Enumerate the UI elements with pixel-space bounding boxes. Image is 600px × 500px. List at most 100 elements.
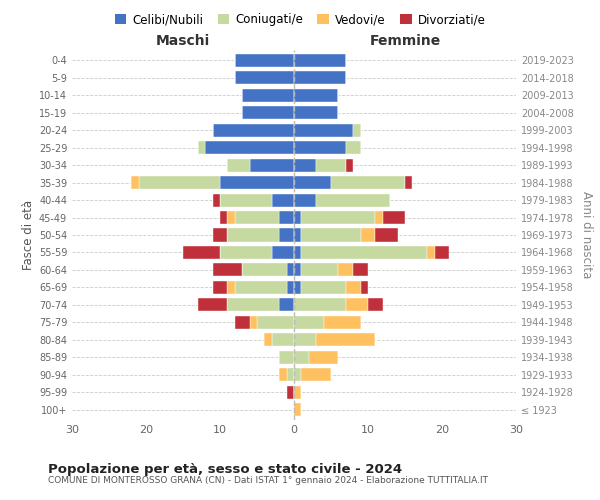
Bar: [405, 176, 412, 189]
Bar: [294, 333, 316, 346]
Legend: Celibi/Nubili, Coniugati/e, Vedovi/e, Divorziati/e: Celibi/Nubili, Coniugati/e, Vedovi/e, Di…: [110, 8, 490, 31]
Y-axis label: Anni di nascita: Anni di nascita: [580, 192, 593, 278]
Bar: [376, 228, 398, 241]
Bar: [294, 368, 301, 381]
Bar: [294, 403, 301, 416]
Bar: [235, 316, 250, 329]
Text: Maschi: Maschi: [156, 34, 210, 48]
Bar: [316, 158, 346, 172]
Bar: [220, 194, 272, 206]
Bar: [220, 211, 227, 224]
Bar: [242, 264, 287, 276]
Bar: [279, 350, 294, 364]
Bar: [361, 228, 376, 241]
Bar: [279, 211, 294, 224]
Bar: [301, 264, 338, 276]
Bar: [383, 211, 405, 224]
Bar: [198, 141, 205, 154]
Text: Popolazione per età, sesso e stato civile - 2024: Popolazione per età, sesso e stato civil…: [48, 462, 402, 475]
Bar: [294, 54, 346, 67]
Bar: [212, 124, 294, 137]
Bar: [294, 89, 338, 102]
Bar: [294, 141, 346, 154]
Bar: [227, 281, 235, 294]
Bar: [272, 333, 294, 346]
Bar: [227, 298, 279, 312]
Bar: [301, 368, 331, 381]
Bar: [301, 246, 427, 259]
Bar: [242, 89, 294, 102]
Bar: [301, 281, 346, 294]
Bar: [434, 246, 449, 259]
Bar: [427, 246, 434, 259]
Bar: [250, 316, 257, 329]
Bar: [338, 264, 353, 276]
Text: COMUNE DI MONTEROSSO GRANA (CN) - Dati ISTAT 1° gennaio 2024 - Elaborazione TUTT: COMUNE DI MONTEROSSO GRANA (CN) - Dati I…: [48, 476, 488, 485]
Bar: [183, 246, 220, 259]
Bar: [309, 350, 338, 364]
Bar: [205, 141, 294, 154]
Bar: [346, 281, 361, 294]
Bar: [346, 158, 353, 172]
Bar: [294, 194, 316, 206]
Bar: [220, 176, 294, 189]
Bar: [287, 264, 294, 276]
Bar: [235, 211, 279, 224]
Bar: [279, 298, 294, 312]
Bar: [301, 211, 376, 224]
Bar: [301, 228, 361, 241]
Bar: [257, 316, 294, 329]
Bar: [279, 228, 294, 241]
Bar: [227, 228, 279, 241]
Bar: [235, 54, 294, 67]
Bar: [316, 333, 376, 346]
Bar: [294, 246, 301, 259]
Bar: [272, 194, 294, 206]
Bar: [361, 281, 368, 294]
Bar: [331, 176, 405, 189]
Bar: [242, 106, 294, 120]
Bar: [131, 176, 139, 189]
Bar: [139, 176, 220, 189]
Bar: [250, 158, 294, 172]
Bar: [227, 211, 235, 224]
Bar: [294, 316, 323, 329]
Bar: [294, 298, 346, 312]
Bar: [235, 281, 287, 294]
Y-axis label: Fasce di età: Fasce di età: [22, 200, 35, 270]
Bar: [376, 211, 383, 224]
Bar: [294, 176, 331, 189]
Bar: [212, 228, 227, 241]
Bar: [287, 281, 294, 294]
Bar: [198, 298, 227, 312]
Bar: [368, 298, 383, 312]
Bar: [272, 246, 294, 259]
Bar: [212, 281, 227, 294]
Bar: [294, 350, 309, 364]
Bar: [287, 386, 294, 398]
Bar: [294, 228, 301, 241]
Bar: [220, 246, 272, 259]
Bar: [294, 106, 338, 120]
Bar: [323, 316, 361, 329]
Bar: [353, 264, 368, 276]
Bar: [346, 298, 368, 312]
Bar: [235, 72, 294, 85]
Bar: [279, 368, 287, 381]
Bar: [353, 124, 361, 137]
Bar: [294, 211, 301, 224]
Bar: [316, 194, 390, 206]
Bar: [287, 368, 294, 381]
Bar: [294, 386, 301, 398]
Bar: [294, 281, 301, 294]
Bar: [346, 141, 361, 154]
Bar: [294, 264, 301, 276]
Text: Femmine: Femmine: [370, 34, 440, 48]
Bar: [265, 333, 272, 346]
Bar: [227, 158, 250, 172]
Bar: [294, 72, 346, 85]
Bar: [212, 264, 242, 276]
Bar: [294, 124, 353, 137]
Bar: [212, 194, 220, 206]
Bar: [294, 158, 316, 172]
